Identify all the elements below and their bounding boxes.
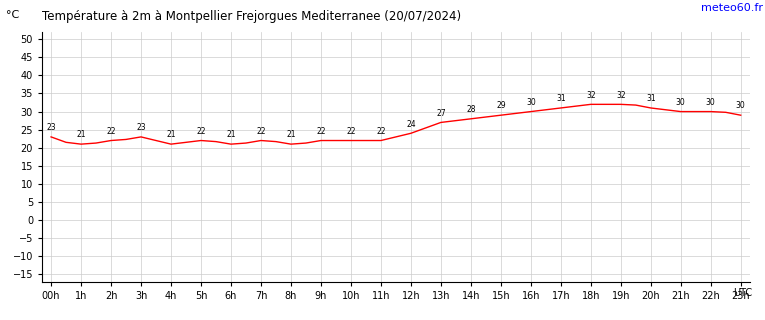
Text: 22: 22	[376, 127, 386, 136]
Text: 21: 21	[166, 131, 176, 140]
Text: 31: 31	[646, 94, 656, 103]
Text: 22: 22	[106, 127, 116, 136]
Text: UTC: UTC	[733, 288, 752, 298]
Text: 31: 31	[556, 94, 565, 103]
Text: 30: 30	[706, 98, 715, 107]
Text: 22: 22	[346, 127, 356, 136]
Text: 22: 22	[316, 127, 326, 136]
Text: 30: 30	[675, 98, 685, 107]
Text: 30: 30	[526, 98, 536, 107]
Text: 22: 22	[197, 127, 206, 136]
Text: 24: 24	[406, 120, 415, 129]
Text: 23: 23	[136, 123, 146, 132]
Text: 21: 21	[286, 131, 296, 140]
Text: 30: 30	[736, 101, 746, 110]
Text: 22: 22	[256, 127, 265, 136]
Text: 32: 32	[616, 91, 626, 100]
Text: 23: 23	[46, 123, 56, 132]
Text: Température à 2m à Montpellier Frejorgues Mediterranee (20/07/2024): Température à 2m à Montpellier Frejorgue…	[42, 10, 461, 23]
Text: °C: °C	[6, 10, 19, 20]
Text: 21: 21	[76, 131, 86, 140]
Text: 27: 27	[436, 109, 446, 118]
Text: meteo60.fr: meteo60.fr	[701, 3, 763, 13]
Text: 21: 21	[226, 131, 236, 140]
Text: 28: 28	[466, 105, 476, 114]
Text: 29: 29	[496, 101, 506, 110]
Text: 32: 32	[586, 91, 596, 100]
